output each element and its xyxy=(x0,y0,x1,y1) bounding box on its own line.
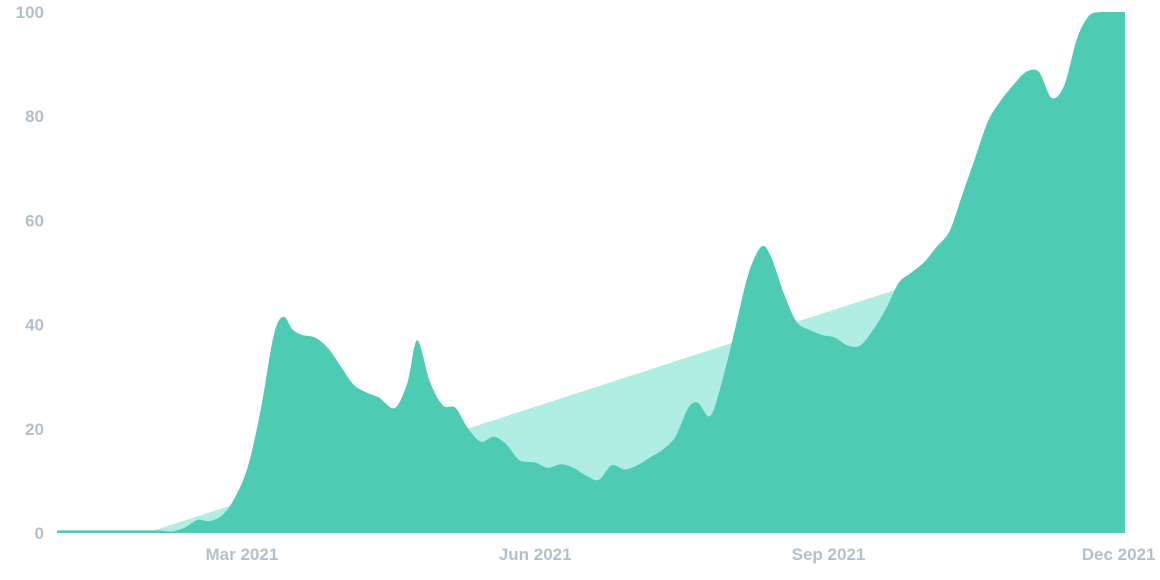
y-tick-label: 60 xyxy=(25,211,44,230)
y-tick-label: 100 xyxy=(16,3,44,22)
x-tick-label: Dec 2021 xyxy=(1082,545,1156,564)
y-tick-label: 80 xyxy=(25,107,44,126)
y-tick-label: 40 xyxy=(25,316,44,335)
x-tick-label: Sep 2021 xyxy=(792,545,866,564)
y-tick-label: 0 xyxy=(35,524,44,543)
y-tick-label: 20 xyxy=(25,420,44,439)
x-axis-tick-labels: Mar 2021 Jun 2021 Sep 2021 Dec 2021 xyxy=(206,545,1156,564)
x-tick-label: Mar 2021 xyxy=(206,545,279,564)
y-axis-tick-labels: 0 20 40 60 80 100 xyxy=(16,3,44,543)
primary-area xyxy=(57,12,1125,533)
x-tick-label: Jun 2021 xyxy=(499,545,572,564)
